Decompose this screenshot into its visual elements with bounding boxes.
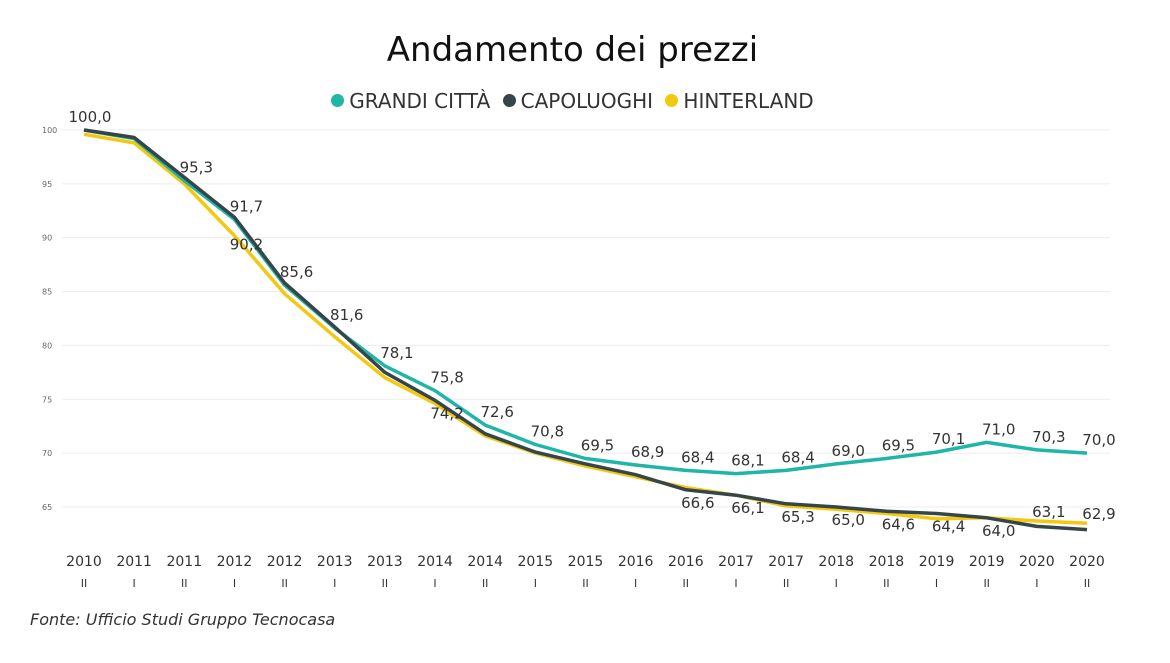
x-tick-half: I	[433, 577, 436, 590]
data-label: 71,0	[982, 420, 1015, 438]
data-label: 69,5	[882, 437, 915, 455]
data-label: 63,1	[1032, 503, 1065, 521]
x-tick-half: II	[281, 577, 288, 590]
x-tick-half: I	[835, 577, 838, 590]
x-tick-half: I	[935, 577, 938, 590]
data-label: 81,6	[330, 306, 363, 324]
x-tick-half: II	[81, 577, 88, 590]
x-tick-year: 2013	[367, 554, 403, 570]
legend-label: HINTERLAND	[683, 88, 814, 113]
data-label: 91,7	[230, 197, 263, 215]
x-tick-half: I	[634, 577, 637, 590]
data-label: 68,4	[781, 448, 814, 466]
data-label: 95,3	[180, 159, 213, 177]
data-label: 100,0	[69, 108, 112, 126]
data-label: 65,0	[832, 511, 865, 529]
x-tick-year: 2016	[618, 554, 654, 570]
data-label: 75,8	[430, 369, 463, 387]
x-tick-half: II	[181, 577, 188, 590]
data-label: 90,2	[230, 236, 263, 254]
x-tick-year: 2020	[1069, 554, 1105, 570]
x-tick-half: I	[333, 577, 336, 590]
x-tick-half: I	[734, 577, 737, 590]
legend-label: GRANDI CITTÀ	[349, 88, 491, 113]
x-tick-half: II	[382, 577, 389, 590]
y-tick-label: 70	[42, 449, 52, 458]
x-tick-year: 2012	[267, 554, 303, 570]
line-chart: 657075808590951002010II2011I2011II2012I2…	[42, 108, 1116, 590]
x-tick-year: 2017	[718, 554, 754, 570]
x-tick-year: 2012	[217, 554, 253, 570]
data-label: 70,3	[1032, 428, 1065, 446]
data-label: 74,2	[430, 404, 463, 422]
data-label: 69,0	[832, 442, 865, 460]
data-label: 64,6	[882, 515, 915, 533]
y-tick-label: 100	[42, 126, 57, 135]
data-label: 66,6	[681, 494, 714, 512]
data-label: 68,4	[681, 448, 714, 466]
legend-marker	[665, 94, 679, 107]
y-tick-label: 85	[42, 288, 52, 297]
x-tick-year: 2013	[317, 554, 353, 570]
x-tick-half: I	[1035, 577, 1038, 590]
x-tick-year: 2011	[116, 554, 152, 570]
data-label: 68,1	[731, 452, 764, 470]
x-tick-half: II	[482, 577, 489, 590]
data-label: 85,6	[280, 263, 313, 281]
x-tick-half: I	[233, 577, 236, 590]
series-line-grandi-citt-	[83, 128, 1088, 476]
legend: GRANDI CITTÀ CAPOLUOGHI HINTERLAND	[0, 88, 1145, 113]
x-tick-year: 2014	[417, 554, 453, 570]
data-label: 78,1	[380, 344, 413, 362]
data-label: 65,3	[781, 508, 814, 526]
legend-item-capoluoghi[interactable]: CAPOLUOGHI	[502, 88, 654, 113]
data-label: 69,5	[581, 437, 614, 455]
data-label: 64,4	[932, 517, 965, 535]
legend-item-grandi-citta[interactable]: GRANDI CITTÀ	[331, 89, 490, 113]
y-tick-label: 90	[42, 234, 52, 243]
data-label: 70,8	[531, 423, 564, 441]
y-tick-label: 80	[42, 341, 52, 350]
x-tick-year: 2018	[869, 554, 905, 570]
series-line-capoluoghi	[83, 128, 1088, 532]
x-tick-year: 2019	[919, 554, 955, 570]
data-label: 70,0	[1082, 431, 1115, 449]
y-tick-label: 95	[42, 180, 52, 189]
x-tick-year: 2010	[66, 554, 102, 570]
x-tick-year: 2018	[818, 554, 854, 570]
x-tick-year: 2020	[1019, 554, 1055, 570]
x-tick-year: 2011	[166, 554, 202, 570]
data-label: 70,1	[932, 430, 965, 448]
x-tick-year: 2016	[668, 554, 704, 570]
x-tick-year: 2015	[518, 554, 554, 570]
data-label: 64,0	[982, 522, 1015, 540]
data-label: 62,9	[1082, 505, 1115, 523]
data-label: 66,1	[731, 499, 764, 517]
legend-label: CAPOLUOGHI	[520, 88, 654, 113]
x-tick-year: 2017	[768, 554, 804, 570]
legend-item-hinterland[interactable]: HINTERLAND	[665, 88, 814, 113]
x-tick-half: II	[683, 577, 690, 590]
series-line-hinterland	[83, 132, 1088, 525]
x-tick-half: II	[783, 577, 790, 590]
x-tick-half: II	[1084, 577, 1091, 590]
data-label: 68,9	[631, 443, 664, 461]
x-tick-half: II	[582, 577, 589, 590]
y-tick-label: 65	[42, 503, 52, 512]
legend-marker	[331, 94, 345, 107]
x-tick-half: I	[133, 577, 136, 590]
legend-marker	[502, 94, 516, 107]
x-tick-half: II	[983, 577, 990, 590]
x-tick-year: 2015	[568, 554, 604, 570]
x-tick-half: I	[534, 577, 537, 590]
x-tick-half: II	[883, 577, 890, 590]
x-tick-year: 2019	[969, 554, 1005, 570]
x-tick-year: 2014	[467, 554, 503, 570]
chart-title: Andamento dei prezzi	[386, 30, 759, 70]
source-note: Fonte: Ufficio Studi Gruppo Tecnocasa	[30, 610, 336, 629]
data-label: 72,6	[480, 403, 513, 421]
y-tick-label: 75	[42, 395, 52, 404]
